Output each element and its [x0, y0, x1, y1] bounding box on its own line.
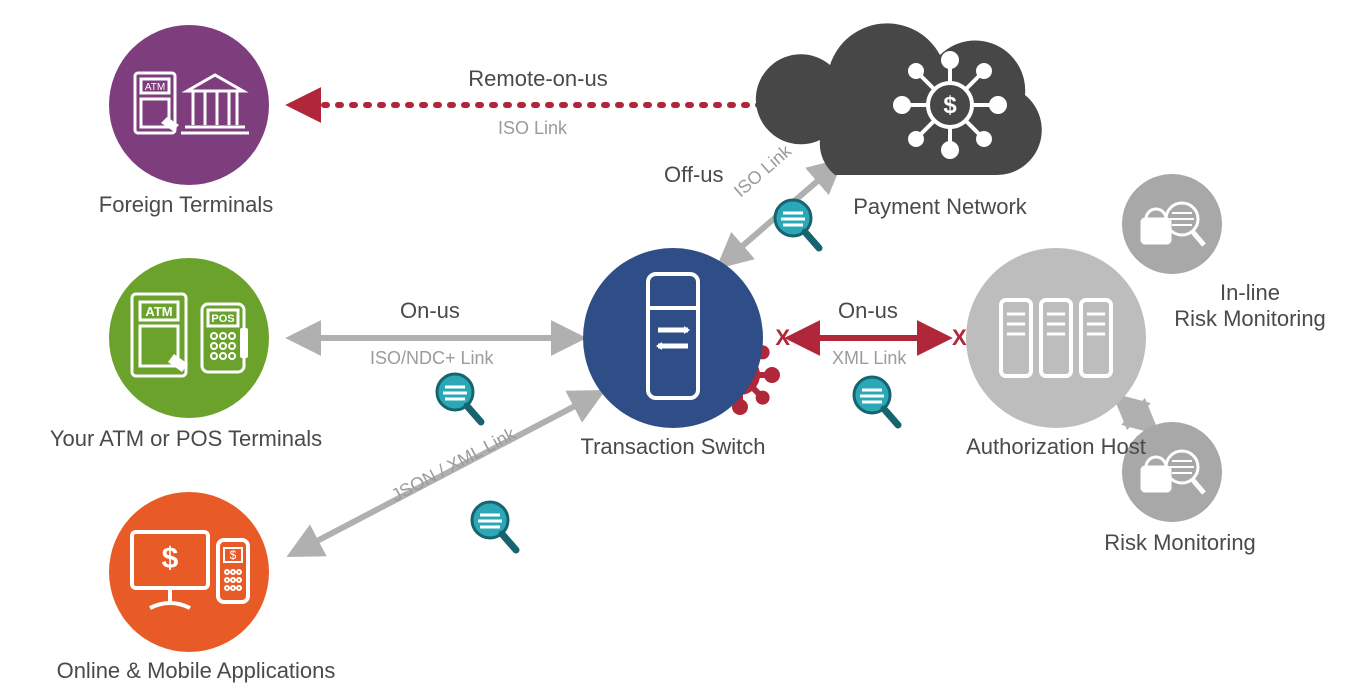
inline-risk-label-line1: In-line [1220, 280, 1280, 305]
inline-risk-label: In-line Risk Monitoring [1160, 280, 1340, 333]
foreign-terminals-node: ATM [109, 25, 269, 185]
remote-on-us-label: Remote-on-us [438, 66, 638, 92]
off-us-label: Off-us [664, 162, 724, 188]
svg-text:ATM: ATM [145, 82, 165, 93]
svg-text:$: $ [230, 548, 237, 562]
payment-network-label: Payment Network [830, 194, 1050, 220]
transaction-switch-node [583, 248, 763, 428]
authorization-host-node [966, 248, 1146, 428]
magnifier-icon [472, 502, 516, 550]
remote-on-us-sublabel: ISO Link [498, 118, 567, 139]
svg-text:POS: POS [211, 313, 234, 325]
on-us-left-label: On-us [400, 298, 460, 324]
svg-text:ATM: ATM [145, 304, 172, 319]
foreign-terminals-label: Foreign Terminals [86, 192, 286, 218]
lock-magnifier-icon [1122, 174, 1222, 274]
off-us-sublabel: ISO Link [730, 141, 796, 202]
server-rack-icon [966, 248, 1146, 428]
magnifier-icon [775, 200, 819, 248]
payment-network-cloud-icon: $ [756, 23, 1042, 175]
inline-risk-label-line2: Risk Monitoring [1174, 306, 1326, 331]
json-xml-sublabel: JSON / XML Link [388, 424, 519, 507]
atm-bank-icon: ATM [109, 25, 269, 185]
svg-text:$: $ [943, 92, 957, 119]
on-us-right-label: On-us [838, 298, 898, 324]
magnifier-icon [437, 374, 481, 422]
inline-risk-node [1122, 174, 1222, 274]
on-us-right-sublabel: XML Link [832, 348, 906, 369]
authorization-host-label: Authorization Host [946, 434, 1166, 460]
online-mobile-icon: $ $ [109, 492, 269, 652]
transaction-switch-label: Transaction Switch [563, 434, 783, 460]
online-mobile-node: $ $ [109, 492, 269, 652]
magnifier-icon [854, 377, 898, 425]
atm-pos-icon: ATM POS [109, 258, 269, 418]
atm-pos-node: ATM POS [109, 258, 269, 418]
x-mark-left: X [775, 325, 790, 350]
atm-pos-label: Your ATM or POS Terminals [46, 426, 326, 452]
x-mark-right: X [952, 325, 967, 350]
svg-text:$: $ [162, 542, 179, 575]
on-us-left-sublabel: ISO/NDC+ Link [370, 348, 494, 369]
server-switch-icon [583, 248, 763, 428]
risk-monitoring-label: Risk Monitoring [1090, 530, 1270, 556]
online-mobile-label: Online & Mobile Applications [46, 658, 346, 684]
